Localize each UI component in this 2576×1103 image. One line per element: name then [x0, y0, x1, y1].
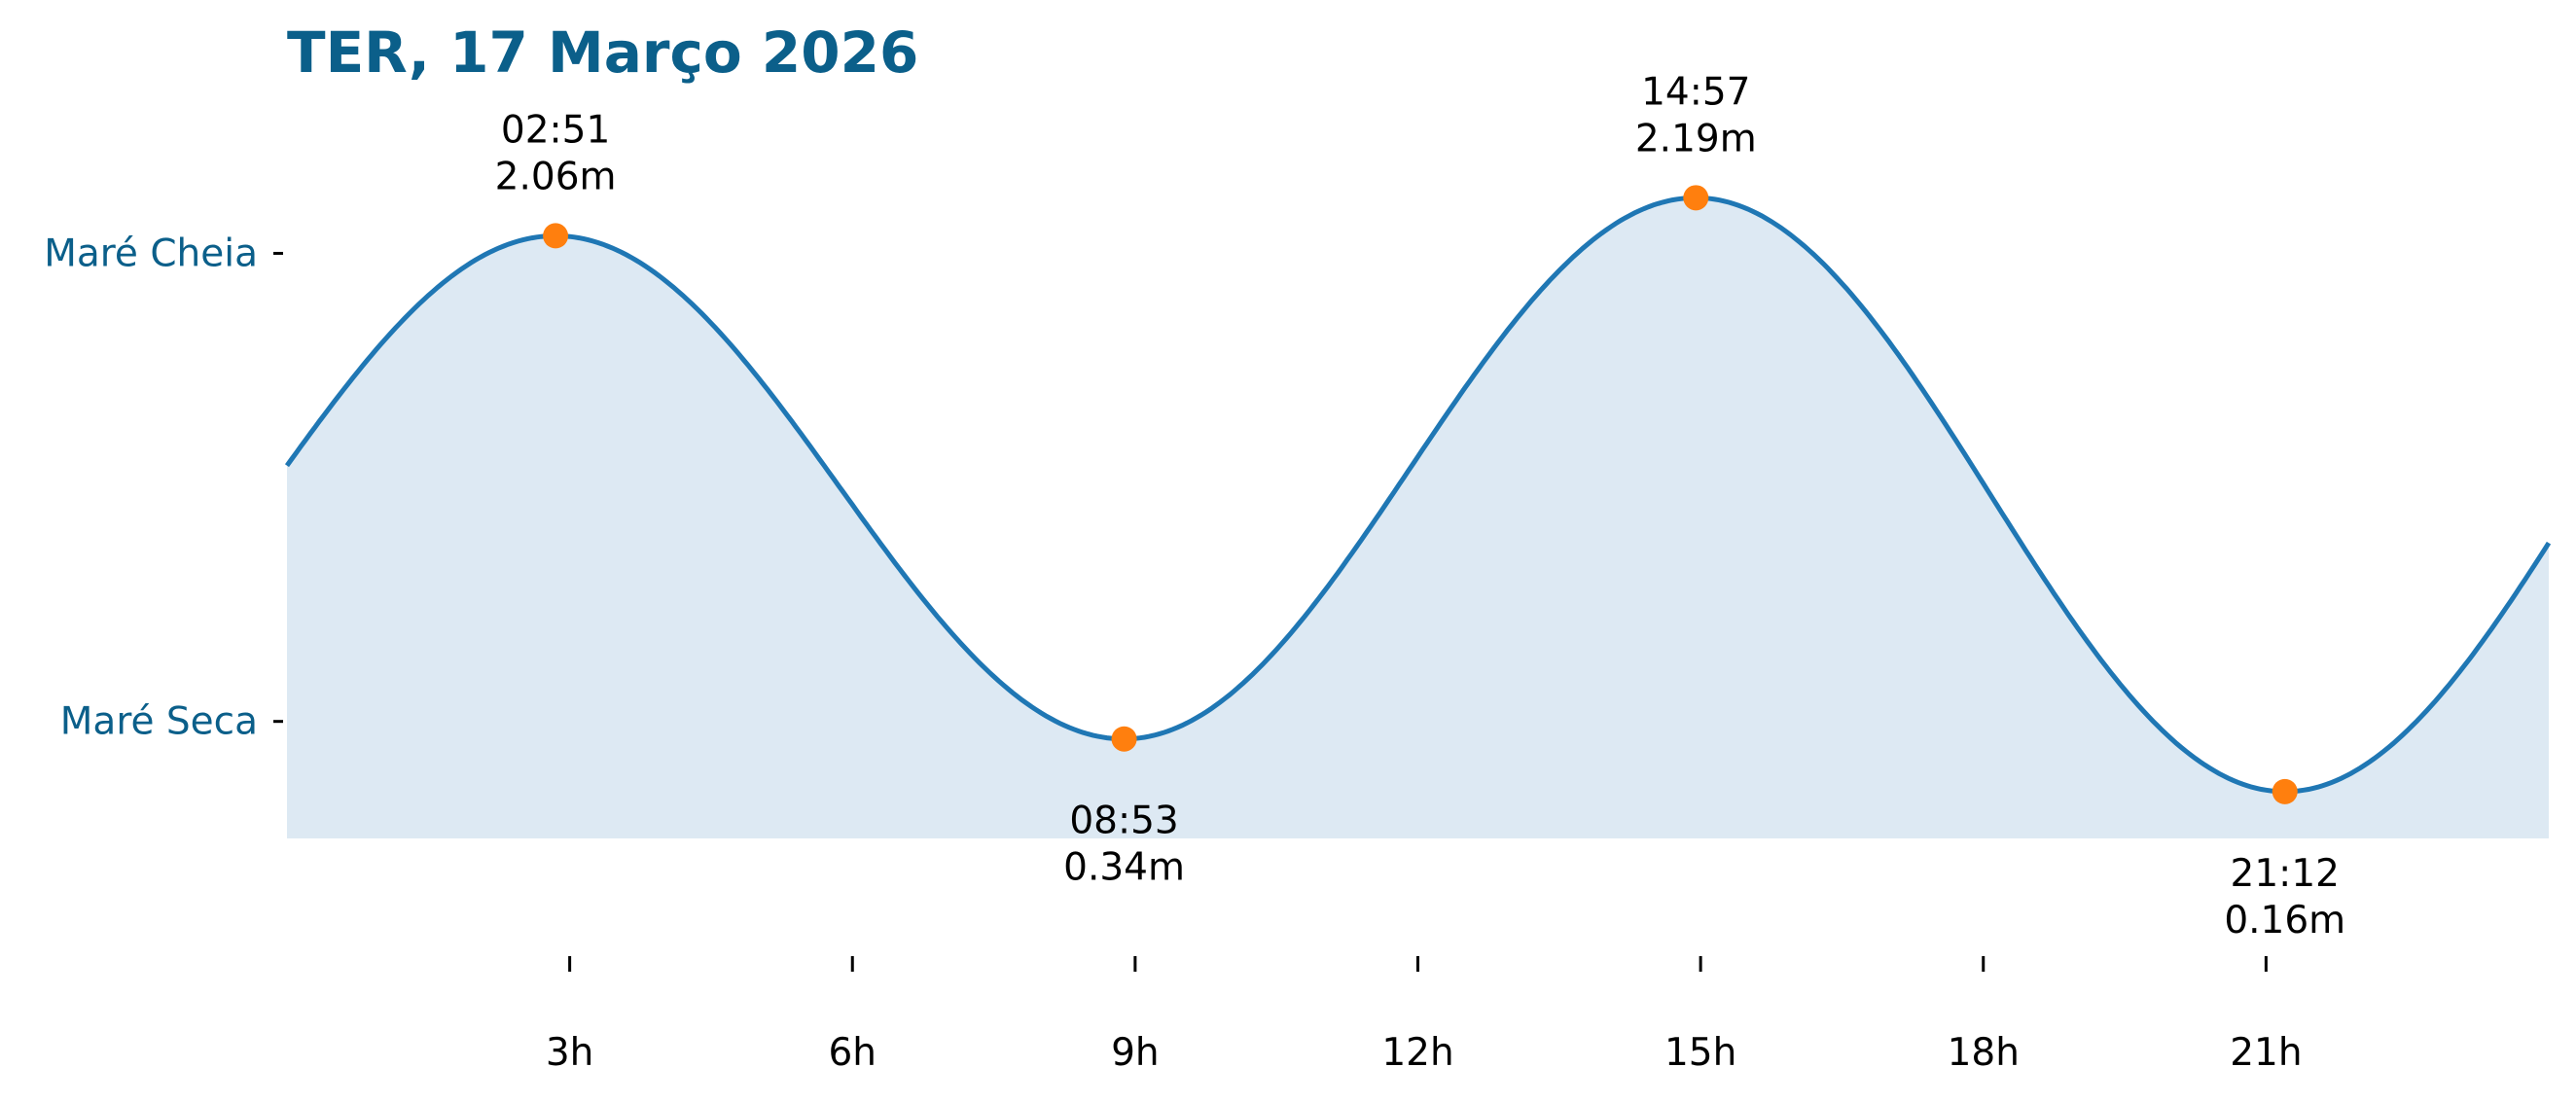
tide-time-label: 14:57 [1641, 70, 1750, 114]
x-tick-label: 3h [546, 1031, 594, 1075]
x-tick-label: 9h [1111, 1031, 1160, 1075]
tide-time-label: 21:12 [2231, 852, 2340, 896]
tide-height-label: 0.16m [2224, 899, 2345, 943]
tide-height-label: 2.06m [495, 155, 617, 198]
y-tick-label: Maré Cheia [44, 231, 258, 275]
tide-area-fill [287, 197, 2549, 839]
tide-high-marker [543, 223, 569, 249]
x-tick-label: 6h [828, 1031, 877, 1075]
y-axis: Maré Cheia Maré Seca [44, 231, 283, 744]
tide-time-label: 02:51 [501, 108, 610, 152]
tide-event-markers: 02:512.06m 08:530.34m 14:572.19m 21:120.16m [495, 70, 2345, 943]
tide-curve-line [284, 195, 2552, 795]
tide-low-marker [1111, 726, 1137, 752]
x-axis: 3h 6h 9h 12h 15h 18h 21h [546, 956, 2303, 1075]
tide-height-label: 0.34m [1063, 846, 1185, 890]
chart-title: TER, 17 Março 2026 [287, 19, 918, 86]
tide-height-label: 2.19m [1635, 117, 1757, 160]
y-tick-label: Maré Seca [60, 700, 258, 744]
x-tick-label: 21h [2230, 1031, 2302, 1075]
tide-time-label: 08:53 [1069, 800, 1178, 843]
x-tick-label: 12h [1381, 1031, 1453, 1075]
x-tick-label: 18h [1948, 1031, 2020, 1075]
x-tick-label: 15h [1664, 1031, 1736, 1075]
tide-high-marker [1683, 185, 1709, 211]
tide-low-marker [2272, 778, 2298, 804]
